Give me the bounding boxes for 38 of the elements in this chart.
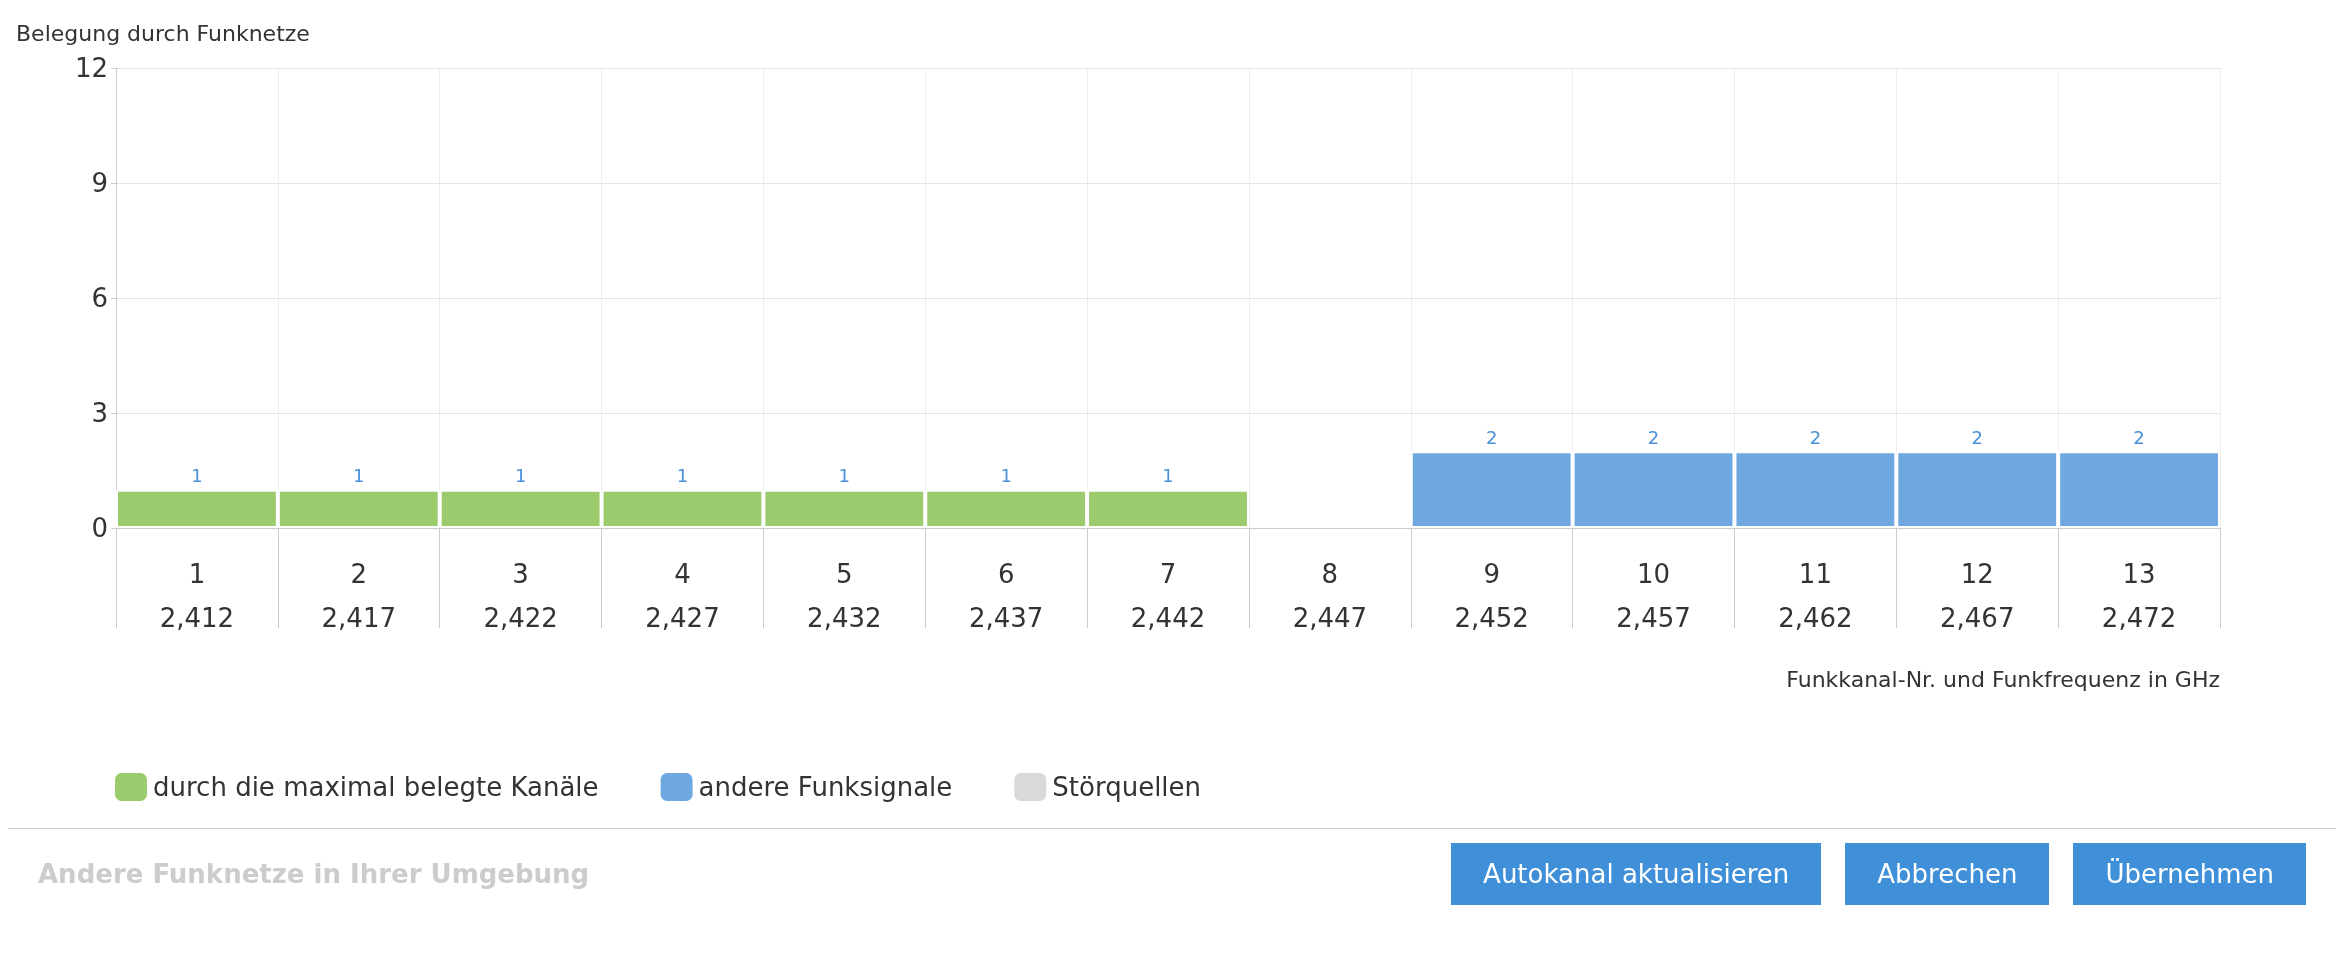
data-label: 1 <box>676 465 689 487</box>
data-label: 1 <box>1162 465 1174 487</box>
y-tick-label: 6 <box>91 283 108 313</box>
legend-label: andere Funksignale <box>698 772 953 802</box>
x-tick-label: 2 2,417 <box>321 559 396 633</box>
data-label: 2 <box>1809 426 1822 448</box>
legend-label: Störquellen <box>1052 772 1202 802</box>
x-tick-label: 12 2,467 <box>1940 559 2015 633</box>
x-tick-label: 4 2,427 <box>645 559 720 633</box>
x-tick-label: 8 2,447 <box>1292 559 1368 633</box>
x-tick-label: 13 2,472 <box>2101 559 2177 633</box>
y-tick-label: 12 <box>74 53 108 83</box>
x-tick-label: 5 2,432 <box>807 559 882 633</box>
button: Abbrechen <box>1845 843 2050 905</box>
button: Übernehmen <box>2073 843 2306 905</box>
button: Autokanal aktualisieren <box>1451 843 1822 905</box>
legend-label: durch die maximal belegte Kanäle <box>153 772 599 802</box>
data-label: 2 <box>2133 426 2145 448</box>
x-tick-label: 7 2,442 <box>1130 559 1206 633</box>
data-label: 2 <box>1647 426 1660 448</box>
y-tick-label: 3 <box>91 398 108 428</box>
x-tick-label: 6 2,437 <box>968 559 1044 633</box>
data-label: 1 <box>191 465 203 487</box>
y-tick-label: 9 <box>91 168 108 198</box>
data-label: 1 <box>1000 465 1012 487</box>
x-tick-label: 11 2,462 <box>1778 559 1853 633</box>
data-label: 1 <box>514 465 527 487</box>
data-label: 2 <box>1485 426 1498 448</box>
data-label: 2 <box>1971 426 1983 448</box>
x-tick-label: 10 2,457 <box>1616 559 1691 633</box>
x-tick-label: 3 2,422 <box>483 559 558 633</box>
y-tick-label: 0 <box>91 513 108 543</box>
y-axis-title: Belegung durch Funknetze <box>16 20 310 46</box>
x-tick-label: 1 2,412 <box>159 559 235 633</box>
x-axis-title: Funkkanal-Nr. und Funkfrequenz in GHz <box>1786 666 2220 692</box>
data-label: 1 <box>353 465 365 487</box>
x-tick-label: 9 2,452 <box>1454 559 1529 633</box>
data-label: 1 <box>838 465 851 487</box>
